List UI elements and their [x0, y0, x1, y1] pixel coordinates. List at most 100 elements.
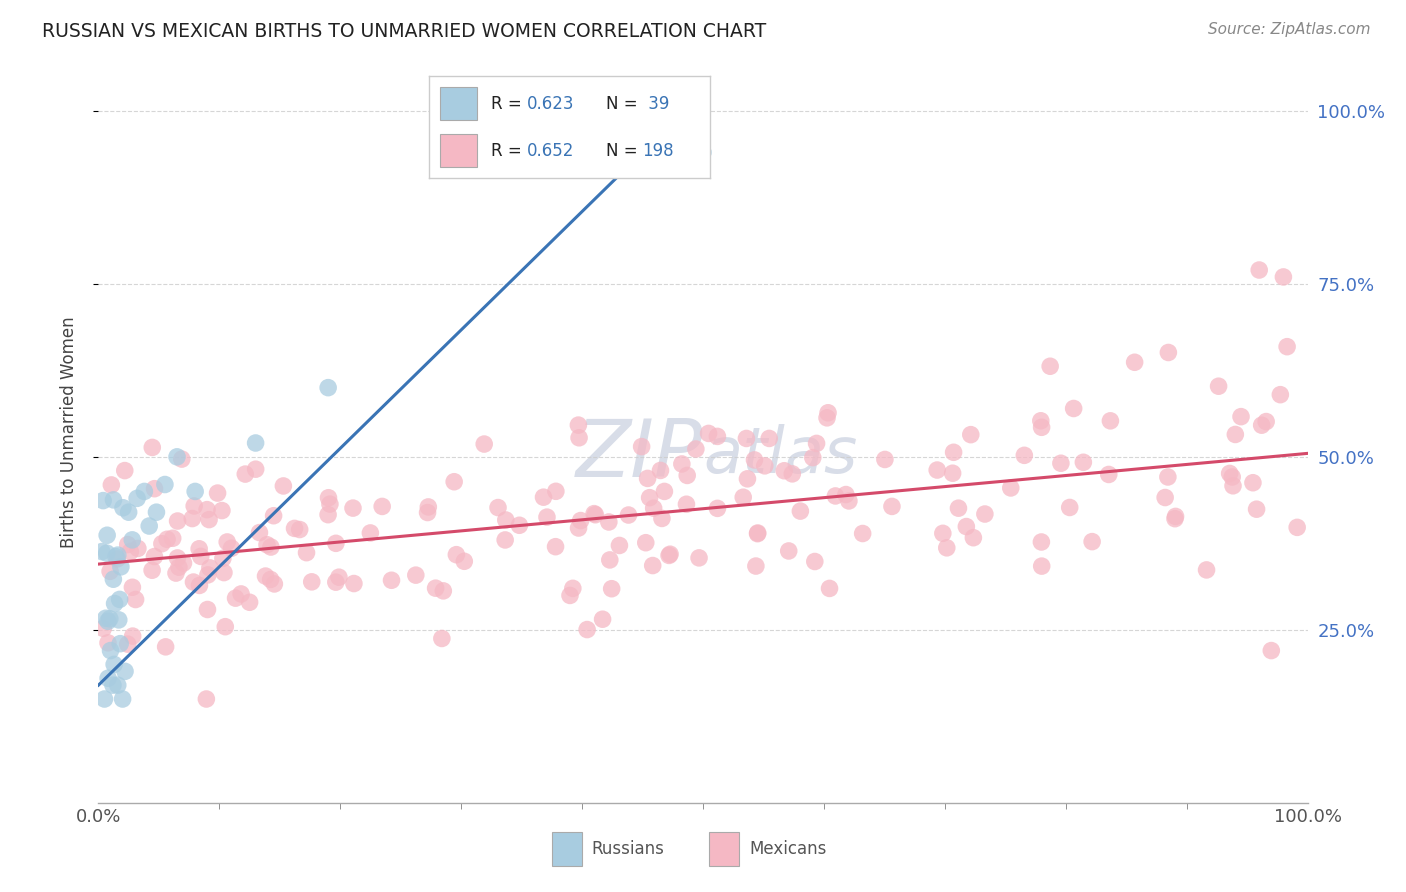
Point: [472, 437, 495, 451]
Point: [1219, 467, 1241, 481]
Point: [706, 501, 728, 516]
Point: [638, 491, 661, 505]
Point: [927, 463, 949, 477]
Point: [162, 531, 184, 545]
Point: [103, 572, 125, 586]
Point: [127, 491, 149, 506]
Point: [1059, 500, 1081, 515]
Point: [188, 541, 211, 556]
Point: [325, 536, 347, 550]
Point: [671, 457, 693, 471]
Point: [1222, 479, 1244, 493]
Point: [118, 505, 141, 519]
Point: [198, 513, 221, 527]
Point: [217, 535, 239, 549]
Point: [156, 533, 179, 547]
Point: [1225, 427, 1247, 442]
Point: [111, 692, 134, 706]
Point: [583, 508, 606, 522]
Point: [121, 533, 143, 547]
Point: [259, 573, 281, 587]
Point: [229, 587, 252, 601]
Point: [325, 575, 347, 590]
Point: [188, 578, 211, 592]
Point: [318, 491, 340, 505]
Point: [165, 566, 187, 580]
Text: RUSSIAN VS MEXICAN BIRTHS TO UNMARRIED WOMEN CORRELATION CHART: RUSSIAN VS MEXICAN BIRTHS TO UNMARRIED W…: [42, 22, 766, 41]
Point: [121, 580, 143, 594]
Point: [688, 550, 710, 565]
Point: [654, 484, 676, 499]
Point: [107, 678, 129, 692]
Point: [104, 549, 127, 564]
Point: [658, 549, 681, 563]
Point: [494, 533, 516, 547]
Point: [801, 450, 824, 465]
Point: [592, 612, 614, 626]
Point: [747, 526, 769, 541]
Point: [138, 519, 160, 533]
Point: [806, 436, 828, 450]
Point: [1014, 448, 1036, 462]
Point: [838, 494, 860, 508]
Point: [536, 510, 558, 524]
Point: [873, 452, 896, 467]
Point: [101, 678, 124, 692]
Point: [617, 508, 640, 522]
Point: [641, 558, 664, 573]
Point: [1246, 502, 1268, 516]
Point: [1260, 643, 1282, 657]
Point: [692, 145, 714, 160]
Point: [668, 138, 690, 153]
Point: [124, 592, 146, 607]
Point: [1073, 455, 1095, 469]
Point: [558, 589, 581, 603]
Point: [567, 418, 589, 433]
Point: [319, 497, 342, 511]
Point: [544, 484, 567, 499]
FancyBboxPatch shape: [440, 87, 477, 120]
Point: [446, 548, 468, 562]
Point: [651, 511, 673, 525]
Point: [114, 665, 136, 679]
Point: [371, 500, 394, 514]
Point: [295, 546, 318, 560]
Point: [239, 595, 262, 609]
Point: [145, 505, 167, 519]
Point: [166, 450, 188, 464]
Point: [342, 501, 364, 516]
Point: [1098, 467, 1121, 482]
Point: [197, 602, 219, 616]
Point: [98, 564, 121, 578]
Point: [1039, 359, 1062, 374]
Point: [948, 501, 970, 516]
Point: [114, 464, 136, 478]
Point: [745, 559, 768, 574]
Point: [301, 574, 323, 589]
Point: [600, 582, 623, 596]
Point: [245, 436, 267, 450]
Point: [105, 552, 128, 566]
Point: [650, 463, 672, 477]
Point: [744, 453, 766, 467]
Point: [108, 592, 131, 607]
Point: [143, 482, 166, 496]
Point: [1249, 263, 1271, 277]
Point: [170, 452, 193, 467]
Point: [153, 477, 176, 491]
Text: Mexicans: Mexicans: [749, 840, 827, 858]
Point: [212, 566, 235, 580]
Point: [1000, 481, 1022, 495]
Point: [789, 504, 811, 518]
Point: [1250, 418, 1272, 433]
Text: 0.652: 0.652: [527, 142, 575, 160]
Point: [1275, 340, 1298, 354]
Point: [685, 442, 707, 456]
Point: [973, 507, 995, 521]
Point: [486, 500, 509, 515]
Point: [195, 692, 218, 706]
Text: N =: N =: [606, 95, 643, 112]
Point: [97, 671, 120, 685]
Point: [166, 514, 188, 528]
Point: [754, 458, 776, 473]
